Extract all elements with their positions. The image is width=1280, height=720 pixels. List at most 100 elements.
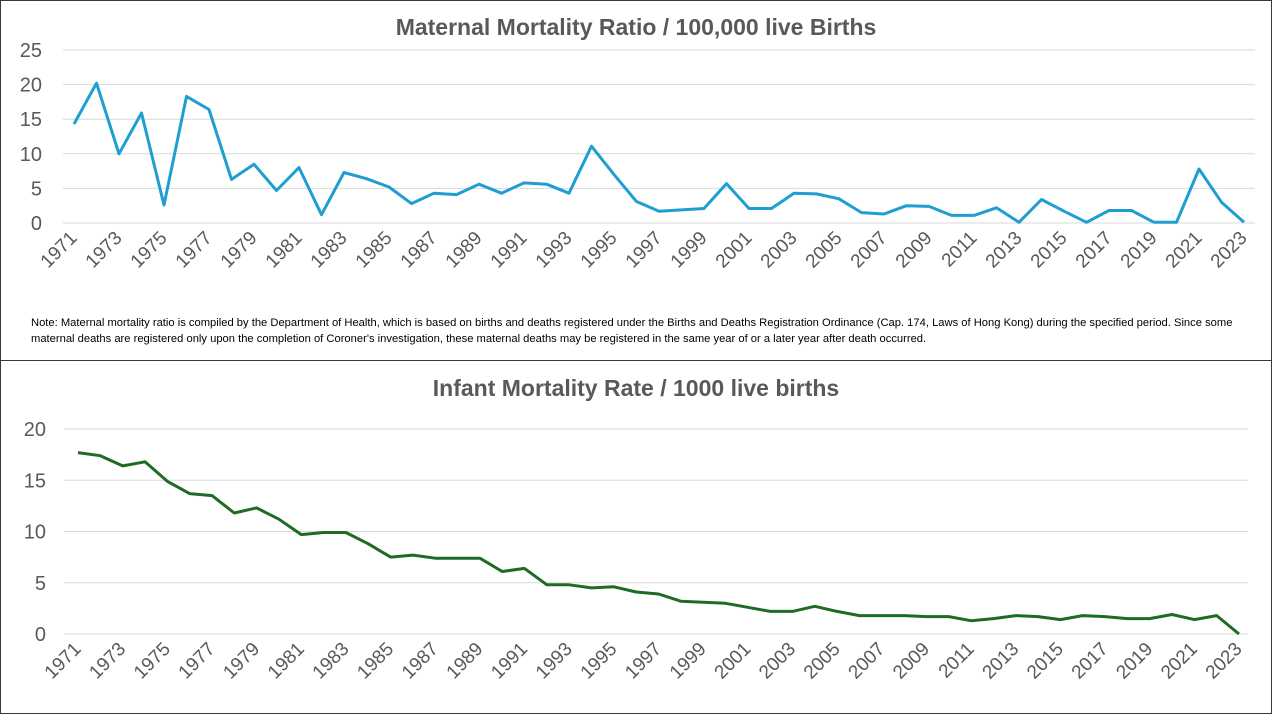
x-tick-label: 2011 (938, 228, 982, 272)
data-point (255, 506, 259, 510)
data-point (723, 601, 727, 605)
y-tick-label: 5 (35, 573, 46, 595)
x-tick-label: 1981 (264, 639, 309, 684)
data-point (1058, 618, 1062, 622)
data-point (432, 191, 436, 195)
data-point (857, 614, 861, 618)
x-tick-label: 2003 (755, 639, 800, 684)
x-tick-label: 2001 (712, 228, 757, 273)
data-point (1220, 200, 1224, 204)
x-tick-label: 2005 (800, 639, 845, 684)
data-point (117, 152, 121, 156)
x-tick-label: 2003 (757, 228, 802, 273)
data-point (188, 492, 192, 496)
data-point (232, 511, 236, 515)
data-point (1175, 220, 1179, 224)
chart-note: Note: Maternal mortality ratio is compil… (31, 317, 1233, 345)
data-point (567, 583, 571, 587)
x-tick-label: 2023 (1207, 228, 1252, 273)
data-point (277, 517, 281, 521)
x-tick-label: 2007 (847, 228, 892, 273)
data-point (947, 615, 951, 619)
data-point (1040, 197, 1044, 201)
x-tick-label: 1973 (85, 639, 130, 684)
x-tick-label: 1989 (442, 228, 487, 273)
x-tick-label: 1983 (307, 228, 352, 273)
x-tick-label: 1971 (37, 228, 82, 273)
data-point (860, 211, 864, 215)
data-point (1125, 617, 1129, 621)
x-tick-label: 1987 (398, 639, 443, 684)
data-point (545, 583, 549, 587)
data-point (410, 202, 414, 206)
data-point (1152, 220, 1156, 224)
data-point (121, 464, 125, 468)
data-point (230, 177, 234, 181)
data-point (770, 206, 774, 210)
data-point (252, 162, 256, 166)
data-point (143, 460, 147, 464)
data-point (701, 600, 705, 604)
data-point (477, 182, 481, 186)
y-tick-label: 5 (31, 178, 42, 200)
data-point (322, 531, 326, 535)
x-tick-label: 1987 (397, 228, 442, 273)
data-point (927, 204, 931, 208)
x-tick-label: 1973 (82, 228, 127, 273)
data-point (76, 451, 80, 455)
x-tick-label: 2001 (711, 639, 756, 684)
data-point (612, 173, 616, 177)
data-point (299, 533, 303, 537)
x-tick-label: 1977 (175, 639, 220, 684)
x-tick-label: 2021 (1162, 228, 1207, 273)
data-point (790, 609, 794, 613)
y-tick-label: 0 (31, 213, 42, 235)
data-point (792, 191, 796, 195)
data-point (98, 454, 102, 458)
data-point (500, 569, 504, 573)
data-point (207, 108, 211, 112)
data-point (1085, 220, 1089, 224)
data-point (162, 203, 166, 207)
data-point (680, 208, 684, 212)
data-point (342, 170, 346, 174)
data-point (746, 605, 750, 609)
data-point (1103, 615, 1107, 619)
x-tick-label: 1975 (127, 228, 172, 273)
x-tick-label: 2017 (1072, 228, 1117, 273)
x-tick-label: 1977 (172, 228, 217, 273)
y-tick-label: 15 (24, 470, 46, 492)
data-point (1081, 614, 1085, 618)
x-tick-label: 1971 (41, 639, 86, 684)
data-point (972, 213, 976, 217)
data-point (185, 94, 189, 98)
data-point (1237, 632, 1241, 636)
data-point (411, 553, 415, 557)
infant-mortality-plot: 0 5 10 15 20 1971 1973 1975 1977 1979 1981 1983 1985… (24, 419, 1248, 684)
data-point (635, 200, 639, 204)
data-point (924, 615, 928, 619)
data-point (387, 185, 391, 189)
data-point (902, 614, 906, 618)
y-tick-label: 0 (35, 624, 46, 646)
data-point (275, 188, 279, 192)
x-tick-label: 2023 (1202, 639, 1247, 684)
data-point (837, 197, 841, 201)
data-point (545, 182, 549, 186)
data-point (815, 192, 819, 196)
data-point (702, 206, 706, 210)
x-tick-label: 1975 (130, 639, 175, 684)
y-tick-label: 10 (20, 144, 42, 166)
data-point (365, 177, 369, 181)
data-point (389, 555, 393, 559)
x-tick-label: 2009 (889, 639, 934, 684)
data-point (590, 586, 594, 590)
series-line (72, 81, 1245, 224)
y-tick-label: 15 (20, 109, 42, 131)
x-tick-label: 2013 (982, 228, 1027, 273)
data-point (835, 609, 839, 613)
data-point (1107, 209, 1111, 213)
x-tick-label: 2013 (979, 639, 1024, 684)
data-point (950, 213, 954, 217)
y-tick-label: 20 (24, 419, 46, 441)
